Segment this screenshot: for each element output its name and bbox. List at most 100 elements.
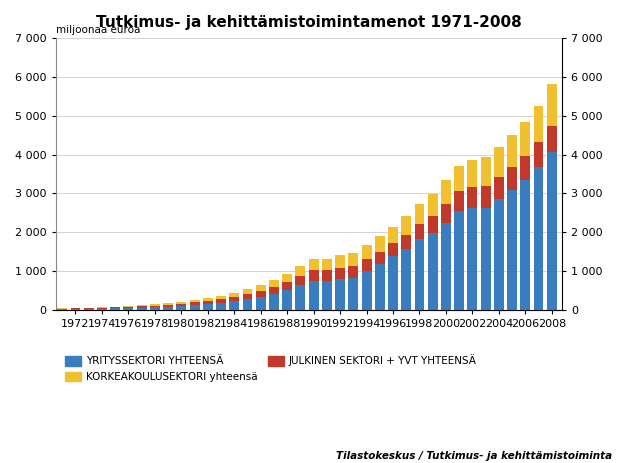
Bar — [349, 253, 358, 266]
Bar — [110, 307, 120, 308]
Bar — [269, 287, 279, 294]
Bar — [454, 211, 464, 310]
Bar — [467, 208, 477, 310]
Bar — [84, 307, 94, 308]
Bar — [441, 223, 451, 310]
Bar — [216, 296, 226, 299]
Bar — [308, 259, 319, 270]
Bar — [428, 232, 438, 310]
Bar — [533, 106, 543, 142]
Bar — [216, 299, 226, 303]
Bar — [176, 302, 186, 304]
Bar — [547, 126, 557, 152]
Bar — [242, 299, 252, 310]
Bar — [481, 186, 491, 207]
Bar — [322, 282, 332, 310]
Bar — [441, 204, 451, 223]
Bar — [295, 266, 305, 276]
Bar — [150, 306, 160, 307]
Bar — [256, 291, 266, 297]
Bar — [547, 152, 557, 310]
Bar — [362, 244, 371, 259]
Bar — [494, 200, 504, 310]
Bar — [163, 303, 173, 305]
Bar — [124, 308, 133, 310]
Bar — [428, 194, 438, 216]
Bar — [150, 305, 160, 306]
Bar — [507, 190, 517, 310]
Bar — [190, 302, 200, 305]
Bar — [242, 289, 252, 294]
Bar — [97, 307, 107, 308]
Bar — [375, 236, 385, 251]
Bar — [335, 255, 345, 268]
Bar — [137, 305, 146, 307]
Bar — [203, 298, 213, 300]
Bar — [388, 257, 398, 310]
Bar — [70, 309, 80, 310]
Bar — [335, 279, 345, 310]
Bar — [282, 282, 292, 290]
Bar — [322, 270, 332, 282]
Bar — [533, 167, 543, 310]
Bar — [308, 281, 319, 310]
Bar — [229, 301, 239, 310]
Bar — [176, 304, 186, 306]
Bar — [362, 271, 371, 310]
Bar — [203, 300, 213, 304]
Bar — [216, 303, 226, 310]
Bar — [124, 307, 133, 308]
Bar — [494, 177, 504, 200]
Bar — [242, 294, 252, 299]
Bar — [428, 216, 438, 232]
Bar — [308, 270, 319, 281]
Bar — [520, 180, 530, 310]
Bar — [57, 309, 67, 310]
Bar — [229, 297, 239, 301]
Bar — [295, 285, 305, 310]
Bar — [481, 157, 491, 186]
Bar — [335, 268, 345, 279]
Bar — [229, 293, 239, 297]
Bar — [520, 122, 530, 156]
Legend: YRITYSSEKTORI YHTEENSÄ, KORKEAKOULUSEKTORI yhteensä, JULKINEN SEKTORI + YVT YHTE: YRITYSSEKTORI YHTEENSÄ, KORKEAKOULUSEKTO… — [61, 350, 481, 386]
Bar — [507, 167, 517, 190]
Bar — [124, 306, 133, 307]
Bar — [454, 191, 464, 211]
Bar — [507, 135, 517, 167]
Bar — [282, 290, 292, 310]
Bar — [494, 147, 504, 177]
Bar — [388, 226, 398, 244]
Bar — [362, 259, 371, 271]
Title: Tutkimus- ja kehittämistoimintamenot 1971-2008: Tutkimus- ja kehittämistoimintamenot 197… — [96, 15, 522, 30]
Bar — [163, 305, 173, 307]
Bar — [349, 278, 358, 310]
Bar — [150, 307, 160, 310]
Bar — [388, 244, 398, 257]
Bar — [97, 308, 107, 310]
Bar — [176, 306, 186, 310]
Bar — [520, 156, 530, 180]
Bar — [454, 166, 464, 191]
Bar — [322, 259, 332, 270]
Bar — [547, 84, 557, 126]
Bar — [84, 309, 94, 310]
Bar — [415, 239, 425, 310]
Bar — [375, 264, 385, 310]
Bar — [256, 297, 266, 310]
Bar — [70, 308, 80, 309]
Text: Tilastokeskus / Tutkimus- ja kehittämistoiminta: Tilastokeskus / Tutkimus- ja kehittämist… — [336, 450, 612, 461]
Bar — [295, 276, 305, 285]
Bar — [349, 266, 358, 278]
Bar — [401, 216, 411, 235]
Bar — [84, 308, 94, 309]
Bar — [110, 308, 120, 310]
Bar — [533, 142, 543, 167]
Bar — [441, 180, 451, 204]
Bar — [190, 305, 200, 310]
Bar — [163, 307, 173, 310]
Bar — [282, 274, 292, 282]
Text: miljoonaa euroa: miljoonaa euroa — [56, 25, 140, 35]
Bar — [415, 224, 425, 239]
Bar — [467, 188, 477, 208]
